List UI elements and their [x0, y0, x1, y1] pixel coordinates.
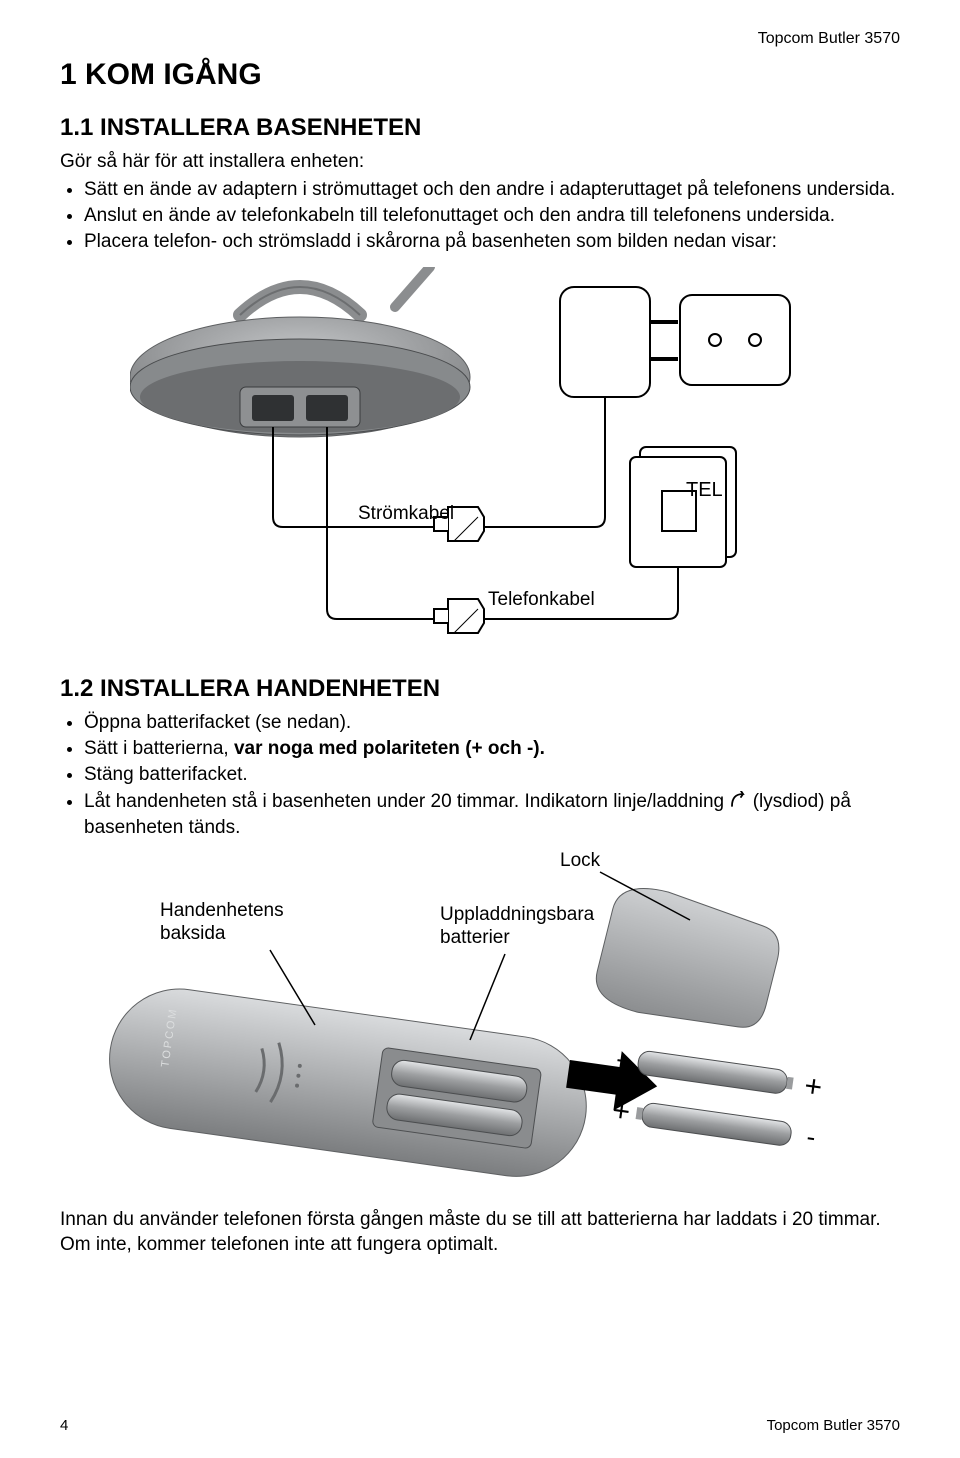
label-stromkabel: Strömkabel: [358, 503, 454, 525]
sub2-bullet-3: Stäng batterifacket.: [84, 763, 900, 787]
label-telefonkabel: Telefonkabel: [488, 589, 595, 611]
label-handset-back: Handenhetens baksida: [160, 900, 284, 946]
sub1-intro: Gör så här för att installera enheten:: [60, 150, 900, 174]
svg-text:-: -: [805, 1121, 818, 1152]
sub2-bullets: Öppna batterifacket (se nedan). Sätt i b…: [60, 711, 900, 841]
label-handset-l1: Handenhetens: [160, 900, 284, 921]
sub2-b4-a: Låt handenheten stå i basenheten under 2…: [84, 791, 729, 812]
label-lock: Lock: [560, 850, 600, 873]
sub1-bullet-1: Sätt en ände av adaptern i strömuttaget …: [84, 178, 900, 202]
charge-icon: [729, 791, 747, 816]
sub1-bullet-2: Anslut en ände av telefonkabeln till tel…: [84, 204, 900, 228]
header-product: Topcom Butler 3570: [60, 30, 900, 48]
footer-product: Topcom Butler 3570: [767, 1417, 900, 1434]
sub2-b2-bold: var noga med polariteten (+ och -).: [234, 738, 545, 759]
figure-base-wiring: Strömkabel TEL Telefonkabel: [130, 267, 830, 667]
sub2-bullet-1: Öppna batterifacket (se nedan).: [84, 711, 900, 735]
sub2-bullet-2: Sätt i batterierna, var noga med polarit…: [84, 737, 900, 761]
closing-paragraph: Innan du använder telefonen första gånge…: [60, 1208, 900, 1257]
label-upp-l2: batterier: [440, 927, 510, 948]
label-handset-l2: baksida: [160, 923, 226, 944]
figure-handset-batteries: TOPCOM - +: [100, 850, 860, 1190]
sub1-bullets: Sätt en ände av adaptern i strömuttaget …: [60, 178, 900, 255]
label-rechargeable: Uppladdningsbara batterier: [440, 904, 594, 950]
sub2-b2-a: Sätt i batterierna,: [84, 738, 234, 759]
label-upp-l1: Uppladdningsbara: [440, 904, 594, 925]
sub2-bullet-4: Låt handenheten stå i basenheten under 2…: [84, 790, 900, 841]
subsection-1-1-title: 1.1 INSTALLERA BASENHETEN: [60, 114, 900, 142]
svg-text:+: +: [610, 1094, 632, 1129]
label-tel: TEL: [686, 479, 723, 502]
svg-text:+: +: [802, 1070, 824, 1105]
sub1-bullet-3: Placera telefon- och strömsladd i skåror…: [84, 230, 900, 254]
section-title: 1 KOM IGÅNG: [60, 58, 900, 92]
page-number: 4: [60, 1417, 68, 1434]
subsection-1-2-title: 1.2 INSTALLERA HANDENHETEN: [60, 675, 900, 703]
